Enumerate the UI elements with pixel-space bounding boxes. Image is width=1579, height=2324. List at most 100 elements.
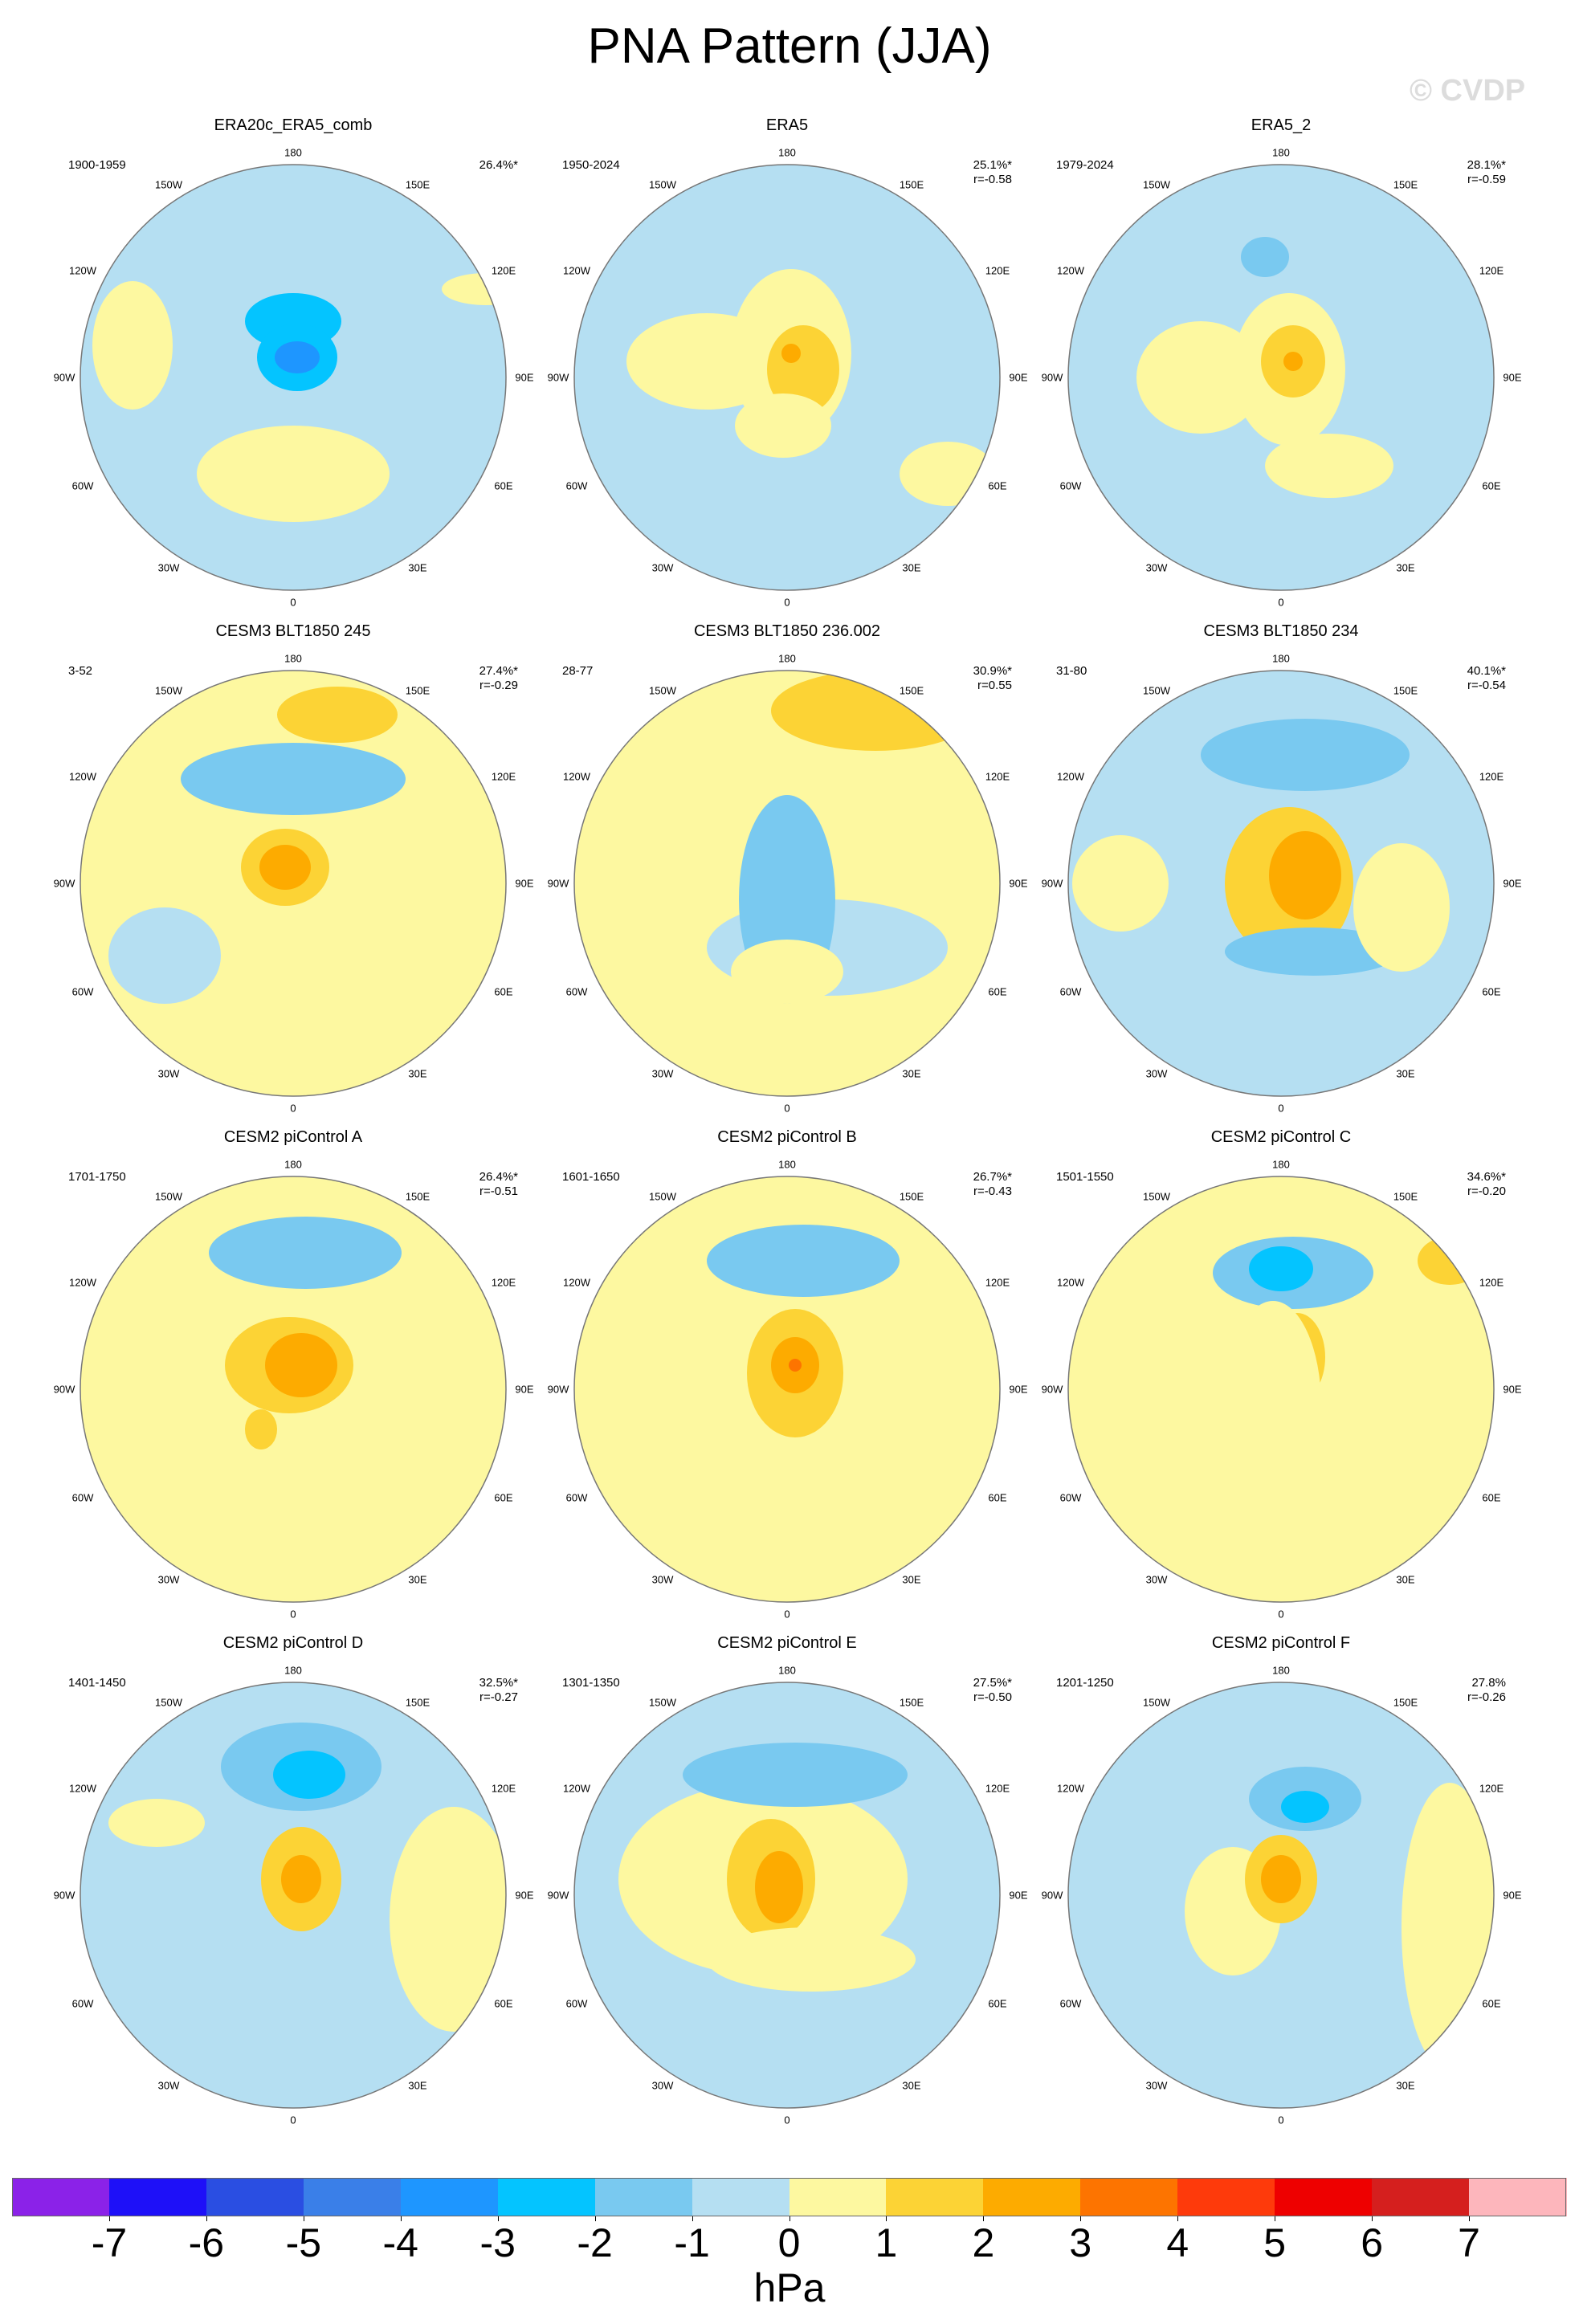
colorbar-segment: [983, 2178, 1081, 2216]
polar-map: [80, 670, 507, 1097]
lon-label-ll1: 60W: [565, 1997, 588, 2010]
lon-label-top: 180: [284, 1664, 302, 1677]
lon-label-ul1: 150W: [649, 1190, 676, 1203]
lon-label-left: 90W: [547, 371, 569, 384]
colorbar-tick-label: -4: [382, 2220, 418, 2265]
contour-region: [789, 1359, 802, 1372]
panel-title: CESM2 piControl B: [717, 1128, 857, 1146]
lon-label-ur1: 150E: [1393, 1190, 1418, 1203]
lon-label-ul2: 120W: [563, 1276, 590, 1289]
panel-stats: 26.4%*: [422, 158, 518, 173]
contour-region: [781, 344, 801, 363]
map-boundary: [1067, 1682, 1495, 2109]
lon-label-lr2: 30E: [1396, 1573, 1415, 1586]
lon-label-top: 180: [778, 1158, 796, 1171]
lon-label-right: 90E: [1009, 371, 1028, 384]
panel-stats: 26.7%* r=-0.43: [916, 1170, 1012, 1199]
contour-region: [442, 273, 506, 305]
lon-label-right: 90E: [1009, 1889, 1028, 1902]
lon-label-lr1: 60E: [1482, 1997, 1501, 2010]
panel-title: CESM2 piControl C: [1210, 1128, 1352, 1146]
contour-region: [1225, 1301, 1321, 1510]
lon-label-ur2: 120E: [491, 770, 516, 783]
panel-title: CESM2 piControl F: [1211, 1634, 1351, 1652]
colorbar-tick: [1080, 2216, 1082, 2221]
panel-percent: 27.8%: [1471, 1676, 1506, 1690]
contour-region: [265, 1333, 337, 1397]
colorbar-tick-label: 1: [875, 2220, 898, 2265]
lon-label-top: 180: [1272, 1664, 1290, 1677]
lon-label-ll1: 60W: [1059, 479, 1082, 492]
polar-map: [1067, 1682, 1495, 2109]
panel-percent: 30.9%*: [973, 664, 1012, 678]
contour-region: [108, 907, 221, 1004]
panel-title: CESM2 piControl D: [222, 1634, 364, 1652]
contour-region: [275, 341, 320, 373]
lon-label-ll1: 60W: [565, 1491, 588, 1504]
lon-label-ll1: 60W: [565, 985, 588, 998]
lon-label-ll1: 60W: [71, 1997, 94, 2010]
lon-label-ur1: 150E: [899, 684, 924, 697]
panel-title: CESM2 piControl E: [717, 1634, 857, 1652]
lon-label-ll1: 60W: [1059, 1997, 1082, 2010]
colorbar-tick: [497, 2216, 499, 2221]
panel-years: 1601-1650: [562, 1170, 620, 1184]
contour-region: [277, 687, 398, 743]
map-panel: CESM3 BLT1850 234 31-80 40.1%* r=-0.54 180 0 9…: [1032, 622, 1530, 1136]
lon-label-top: 180: [1272, 1158, 1290, 1171]
lon-label-left: 90W: [53, 877, 75, 890]
colorbar-tick-label: 0: [777, 2220, 801, 2265]
lon-label-ll2: 30W: [1145, 561, 1168, 574]
map-boundary: [573, 670, 1001, 1097]
lon-label-ul2: 120W: [69, 1276, 96, 1289]
panel-correlation: r=-0.27: [479, 1690, 518, 1704]
contour-region: [390, 1807, 506, 2032]
map-boundary: [80, 670, 507, 1097]
panel-correlation: r=0.55: [977, 679, 1012, 692]
lon-label-ul2: 120W: [563, 1782, 590, 1795]
lon-label-ll1: 60W: [71, 479, 94, 492]
lon-label-ll2: 30W: [157, 1573, 180, 1586]
lon-label-ul1: 150W: [1143, 178, 1170, 191]
contour-region: [108, 1799, 205, 1847]
lon-label-right: 90E: [1503, 1383, 1522, 1396]
map-boundary: [573, 1682, 1001, 2109]
colorbar-segment: [1372, 2178, 1470, 2216]
lon-label-ul1: 150W: [155, 1190, 182, 1203]
lon-label-bottom: 0: [784, 596, 790, 609]
panel-stats: 25.1%* r=-0.58: [916, 158, 1012, 187]
colorbar-tick: [108, 2216, 110, 2221]
polar-map: [573, 1682, 1001, 2109]
lon-label-bottom: 0: [290, 1608, 296, 1621]
lon-label-ur1: 150E: [1393, 684, 1418, 697]
contour-region: [1402, 1783, 1494, 2072]
colorbar-segment: [497, 2178, 596, 2216]
panel-title: ERA5: [765, 116, 809, 134]
lon-label-ur2: 120E: [1479, 1782, 1504, 1795]
lon-label-ul1: 150W: [1143, 1190, 1170, 1203]
contour-region: [1269, 831, 1341, 919]
lon-label-bottom: 0: [290, 1102, 296, 1115]
lon-label-ul1: 150W: [155, 178, 182, 191]
lon-label-ul2: 120W: [69, 770, 96, 783]
lon-label-ur2: 120E: [491, 264, 516, 277]
lon-label-ur2: 120E: [985, 1276, 1010, 1289]
lon-label-ul1: 150W: [1143, 684, 1170, 697]
lon-label-right: 90E: [1503, 877, 1522, 890]
colorbar-segment: [886, 2178, 984, 2216]
lon-label-ur1: 150E: [899, 1190, 924, 1203]
lon-label-ul2: 120W: [563, 770, 590, 783]
panel-percent: 26.4%*: [479, 1170, 518, 1184]
colorbar-segment: [12, 2178, 110, 2216]
lon-label-ll2: 30W: [651, 1067, 674, 1080]
lon-label-ul1: 150W: [649, 1696, 676, 1709]
panel-years: 31-80: [1056, 664, 1087, 678]
lon-label-left: 90W: [547, 1889, 569, 1902]
lon-label-left: 90W: [53, 371, 75, 384]
lon-label-left: 90W: [547, 1383, 569, 1396]
contour-region: [245, 1409, 277, 1449]
colorbar-segment: [1080, 2178, 1178, 2216]
lon-label-ul2: 120W: [1057, 1782, 1084, 1795]
lon-label-ur2: 120E: [1479, 770, 1504, 783]
polar-map: [573, 164, 1001, 591]
